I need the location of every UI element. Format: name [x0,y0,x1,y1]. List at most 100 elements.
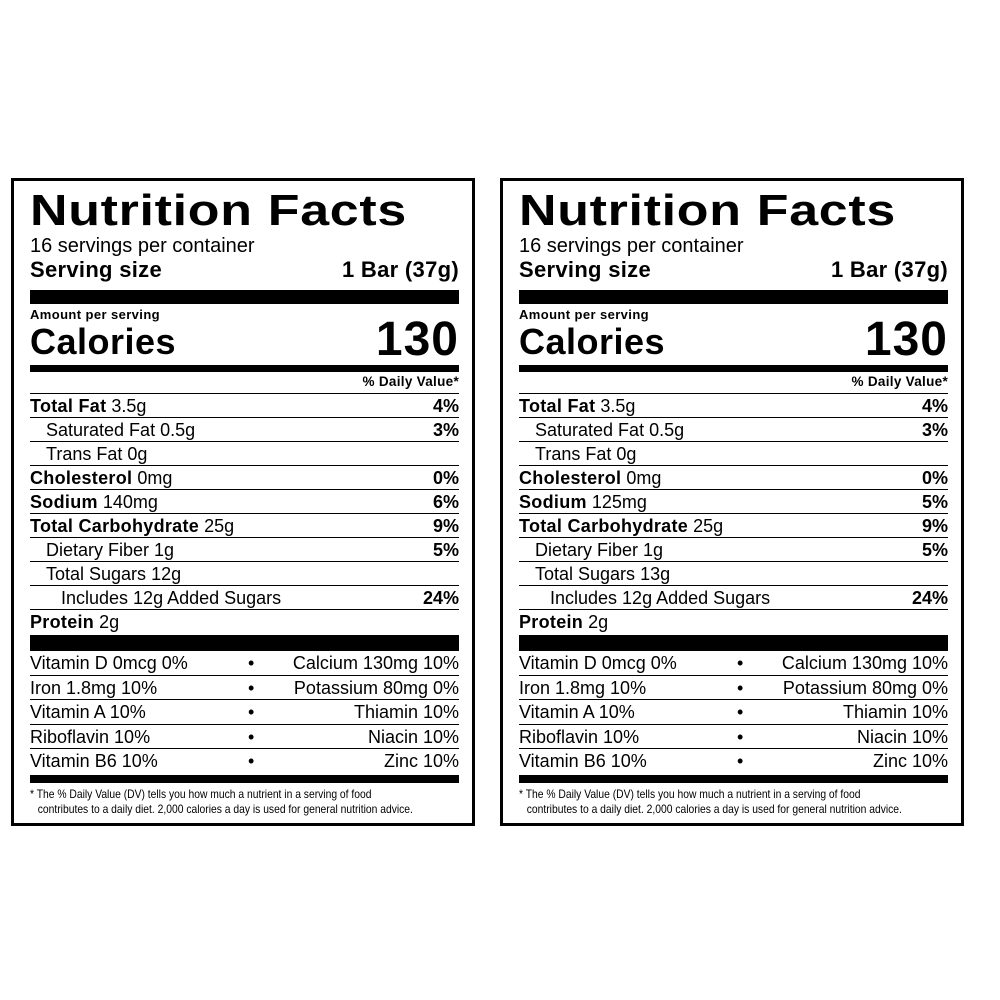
nutrient-label: Sodium [519,491,587,512]
nutrient-row-total-carbohydrate: Total Carbohydrate 25g 9% [519,514,948,538]
bullet-separator: • [737,653,744,673]
nutrient-dv: 5% [921,491,948,512]
nutrient-row-dietary-fiber: Dietary Fiber 1g 5% [30,538,459,562]
nutrient-dv: 24% [422,587,459,608]
nutrient-row-total-fat: Total Fat 3.5g 4% [30,394,459,418]
nutrient-label: Dietary Fiber [535,539,639,560]
nutrient-label: Saturated Fat [535,419,645,440]
vitamin-row: Riboflavin 10% • Niacin 10% [30,725,459,749]
nutrient-dv: 6% [432,491,459,512]
nutrient-label: Trans Fat [535,443,612,464]
nutrient-dv: 0% [432,467,459,488]
nutrient-row-total-sugars: Total Sugars 12g [30,562,459,586]
nutrient-amount: 25g [693,515,724,536]
bullet-separator: • [248,702,255,722]
nutrient-label: Total Carbohydrate [519,515,689,536]
nutrient-amount: 0g [616,443,637,464]
calories-value: 130 [375,313,459,366]
vitamin-right: Zinc 10% [383,751,459,771]
vitamin-left: Vitamin D 0mcg 0% [30,653,188,673]
servings-per-container: 16 servings per container [30,235,255,257]
nutrient-amount: 2g [99,612,120,632]
nutrient-amount: 1g [154,539,175,560]
servings-per-container: 16 servings per container [519,235,744,257]
nutrient-row-sodium: Sodium 140mg 6% [30,490,459,514]
nutrient-label: Saturated Fat [46,419,156,440]
vitamin-left: Vitamin D 0mcg 0% [519,653,677,673]
amount-per-serving: Amount per serving [519,307,649,322]
divider-medium [519,365,948,372]
nutrient-row-total-carbohydrate: Total Carbohydrate 25g 9% [30,514,459,538]
calories-value: 130 [864,313,948,366]
nutrient-row-cholesterol: Cholesterol 0mg 0% [30,466,459,490]
vitamin-row: Vitamin A 10% • Thiamin 10% [519,700,948,725]
nutrient-row-dietary-fiber: Dietary Fiber 1g 5% [519,538,948,562]
vitamin-right: Niacin 10% [367,726,459,747]
nutrient-dv: 9% [921,515,948,536]
vitamin-row: Vitamin B6 10% • Zinc 10% [519,749,948,774]
vitamin-right: Zinc 10% [872,751,948,771]
vitamin-left: Iron 1.8mg 10% [30,677,158,698]
divider-thick [519,290,948,304]
nutrient-row-total-fat: Total Fat 3.5g 4% [519,394,948,418]
nutrient-dv: 3% [432,419,459,440]
bullet-separator: • [248,751,255,771]
vitamin-right: Thiamin 10% [353,702,459,722]
divider-thick [519,635,948,651]
nutrient-amount: 0.5g [649,419,685,440]
calories-row: Calories 130 [30,316,459,364]
nutrient-dv: 4% [921,395,948,416]
daily-value-header: % Daily Value* [30,372,459,394]
nutrient-dv: 24% [911,587,948,608]
nutrient-amount: 13g [640,563,671,584]
serving-size-row: Serving size 1 Bar (37g) [30,257,459,283]
serving-size-value: 1 Bar (37g) [341,257,459,282]
nutrient-row-saturated-fat: Saturated Fat 0.5g 3% [30,418,459,442]
nutrient-amount: 0g [127,443,148,464]
vitamin-left: Riboflavin 10% [519,726,640,747]
nutrition-facts-panel-right: Nutrition Facts 16 servings per containe… [500,178,964,826]
vitamin-right: Thiamin 10% [842,702,948,722]
divider-thick [30,290,459,304]
nutrient-amount: 0.5g [160,419,196,440]
nutrient-dv: 3% [921,419,948,440]
nutrient-label: Total Sugars [535,563,636,584]
serving-size-label: Serving size [30,257,162,282]
nutrient-dv: 4% [432,395,459,416]
nutrient-amount: 125mg [591,491,647,512]
nutrient-amount: 140mg [102,491,158,512]
vitamin-left: Vitamin A 10% [30,702,146,722]
serving-size-label: Serving size [519,257,651,282]
vitamin-row: Vitamin D 0mcg 0% • Calcium 130mg 10% [30,651,459,676]
vitamin-left: Riboflavin 10% [30,726,151,747]
vitamin-right: Potassium 80mg 0% [293,677,459,698]
bullet-separator: • [248,726,255,747]
vitamin-row: Vitamin B6 10% • Zinc 10% [30,749,459,774]
nutrient-label: Includes 12g Added Sugars [550,587,771,608]
footnote-line-2: contributes to a daily diet. 2,000 calor… [37,801,413,816]
nutrient-label: Cholesterol [519,467,622,488]
nutrient-row-trans-fat: Trans Fat 0g [30,442,459,466]
divider-thick [30,635,459,651]
bullet-separator: • [248,677,255,698]
nutrient-label: Trans Fat [46,443,123,464]
nutrient-label: Total Sugars [46,563,147,584]
bullet-separator: • [737,677,744,698]
nutrient-dv: 5% [432,539,459,560]
vitamin-row: Riboflavin 10% • Niacin 10% [519,725,948,749]
nutrient-dv: 0% [921,467,948,488]
nutrient-label: Cholesterol [30,467,133,488]
nutrient-label: Total Fat [30,395,107,416]
nutrient-row-saturated-fat: Saturated Fat 0.5g 3% [519,418,948,442]
vitamin-left: Iron 1.8mg 10% [519,677,647,698]
nutrient-label: Includes 12g Added Sugars [61,587,282,608]
nutrient-amount: 25g [204,515,235,536]
serving-size-value: 1 Bar (37g) [830,257,948,282]
footnote-line-1: * The % Daily Value (DV) tells you how m… [30,786,372,801]
vitamin-row: Iron 1.8mg 10% • Potassium 80mg 0% [519,676,948,700]
nutrient-row-protein: Protein 2g [30,610,459,634]
nutrient-amount: 1g [643,539,664,560]
nutrient-label: Dietary Fiber [46,539,150,560]
vitamin-right: Niacin 10% [856,726,948,747]
nutrient-label: Total Carbohydrate [30,515,200,536]
